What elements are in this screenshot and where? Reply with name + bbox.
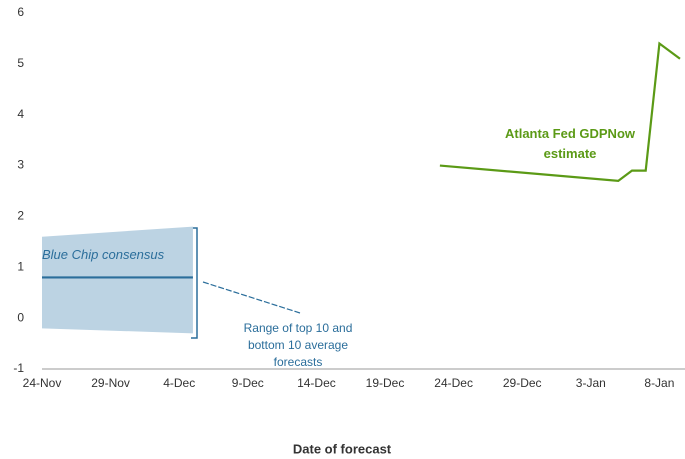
bracket	[191, 227, 198, 339]
range-label: Range of top 10 and bottom 10 average fo…	[243, 321, 353, 369]
blue-chip-label: Blue Chip consensus	[42, 247, 165, 262]
series-line	[439, 41, 681, 182]
x-tick-label: 24-Nov	[23, 376, 62, 390]
y-tick-label: 6	[17, 5, 24, 19]
y-tick-label: 2	[17, 209, 24, 223]
y-tick-label: -1	[13, 361, 24, 375]
x-tick-label: 29-Nov	[91, 376, 130, 390]
x-tick-label: 29-Dec	[503, 376, 542, 390]
y-tick-label: 4	[17, 107, 24, 121]
x-tick-label: 19-Dec	[366, 376, 405, 390]
x-tick-label: 8-Jan	[644, 376, 674, 390]
y-tick-label: 5	[17, 56, 24, 70]
x-tick-label: 24-Dec	[434, 376, 473, 390]
y-tick-label: 1	[17, 259, 24, 273]
x-tick-label: 14-Dec	[297, 376, 336, 390]
leader-line	[202, 281, 301, 314]
range-band	[42, 226, 193, 334]
y-tick-label: 3	[17, 158, 24, 172]
gdpnow-label: Atlanta Fed GDPNow estimate	[504, 126, 635, 161]
x-tick-label: 4-Dec	[163, 376, 195, 390]
y-tick-label: 0	[17, 310, 24, 324]
x-tick-label: 3-Jan	[576, 376, 606, 390]
x-axis-title: Date of forecast	[293, 441, 392, 456]
x-tick-label: 9-Dec	[232, 376, 264, 390]
